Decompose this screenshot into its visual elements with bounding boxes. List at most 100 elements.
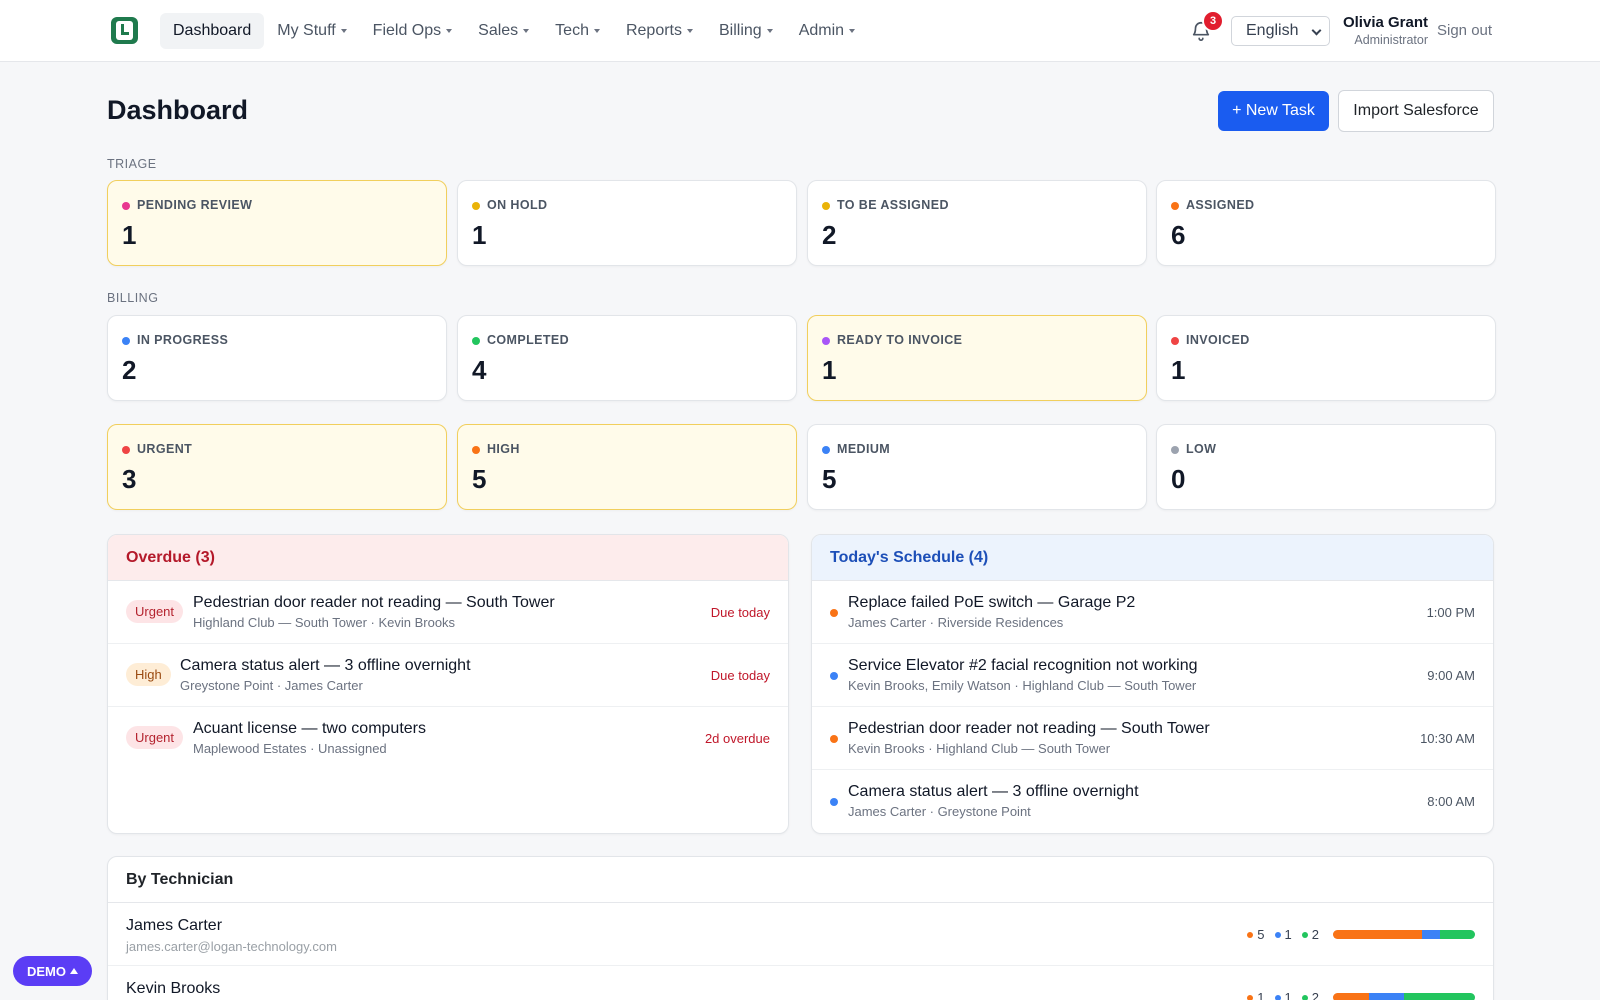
technician-title: By Technician [108, 857, 1493, 903]
stat-completed: 2 [1301, 990, 1319, 1000]
status-dot [822, 202, 830, 210]
stat-card-medium[interactable]: MEDIUM 5 [807, 424, 1147, 510]
stat-in_progress: 1 [1274, 990, 1292, 1000]
import-salesforce-button[interactable]: Import Salesforce [1338, 90, 1494, 132]
stat-label: INVOICED [1186, 333, 1250, 347]
workload-segment-completed [1439, 930, 1475, 939]
nav-sales[interactable]: Sales [465, 13, 542, 49]
task-subtitle: James Carter · Riverside Residences [848, 615, 1064, 630]
workload-segment-in_progress [1368, 993, 1404, 1000]
caret-down-icon [446, 29, 453, 33]
stat-label: MEDIUM [837, 442, 891, 456]
nav-label: Field Ops [372, 22, 442, 39]
language-select[interactable]: English [1231, 16, 1330, 46]
stat-count: 1 [1284, 990, 1292, 1000]
language-value: English [1246, 22, 1299, 39]
status-dot [1301, 994, 1308, 1000]
task-title: Camera status alert — 3 offline overnigh… [180, 657, 471, 674]
schedule-row[interactable]: Service Elevator #2 facial recognition n… [812, 644, 1493, 707]
status-dot [1301, 931, 1308, 938]
stat-card-ready-to-invoice[interactable]: READY TO INVOICE 1 [807, 315, 1147, 401]
logo[interactable] [111, 17, 138, 44]
stat-card-assigned[interactable]: ASSIGNED 6 [1156, 180, 1496, 266]
chevron-up-icon [70, 968, 78, 974]
nav-menu: Dashboard My Stuff Field Ops Sales Tech Repor… [160, 13, 868, 49]
technician-email: james.carter@logan-technology.com [126, 939, 337, 954]
status-dot [1171, 202, 1179, 210]
stat-value: 5 [822, 464, 837, 494]
workload-segment-completed [1404, 993, 1475, 1000]
new-task-button[interactable]: + New Task [1218, 91, 1329, 131]
nav-tech[interactable]: Tech [542, 13, 613, 49]
nav-admin[interactable]: Admin [786, 13, 868, 49]
scheduled-time: 1:00 PM [1426, 605, 1475, 620]
status-dot [122, 202, 130, 210]
overdue-row[interactable]: High Camera status alert — 3 offline over… [108, 644, 788, 707]
sign-out-link[interactable]: Sign out [1437, 22, 1493, 39]
logo-icon [116, 21, 133, 40]
workload-bar [1333, 993, 1475, 1000]
nav-reports[interactable]: Reports [613, 13, 706, 49]
technician-stats: 5 1 2 [1247, 927, 1319, 942]
nav-my-stuff[interactable]: My Stuff [264, 13, 359, 49]
stat-label: READY TO INVOICE [837, 333, 963, 347]
bell-icon[interactable] [1190, 20, 1212, 42]
stat-in_progress: 1 [1274, 927, 1292, 942]
stat-card-to-be-assigned[interactable]: TO BE ASSIGNED 2 [807, 180, 1147, 266]
stat-count: 1 [1284, 927, 1292, 942]
task-subtitle: Greystone Point · James Carter [180, 678, 363, 693]
stat-value: 5 [472, 464, 487, 494]
schedule-panel: Today's Schedule (4) Replace failed PoE … [811, 534, 1494, 834]
stat-card-invoiced[interactable]: INVOICED 1 [1156, 315, 1496, 401]
technician-row[interactable]: James Carter james.carter@logan-technolog… [108, 903, 1493, 966]
stat-card-low[interactable]: LOW 0 [1156, 424, 1496, 510]
stat-value: 2 [122, 355, 137, 385]
nav-label: Tech [555, 22, 589, 39]
overdue-row[interactable]: Urgent Pedestrian door reader not reading… [108, 581, 788, 644]
schedule-row[interactable]: Pedestrian door reader not reading — Sou… [812, 707, 1493, 770]
stat-card-pending-review[interactable]: PENDING REVIEW 1 [107, 180, 447, 266]
status-dot [1247, 994, 1254, 1000]
stat-value: 3 [122, 464, 137, 494]
schedule-row[interactable]: Camera status alert — 3 offline overnigh… [812, 770, 1493, 833]
nav-dashboard[interactable]: Dashboard [160, 13, 265, 49]
stat-card-high[interactable]: HIGH 5 [457, 424, 797, 510]
stat-card-urgent[interactable]: URGENT 3 [107, 424, 447, 510]
stat-completed: 2 [1301, 927, 1319, 942]
nav-label: Admin [798, 22, 845, 39]
stat-card-on-hold[interactable]: ON HOLD 1 [457, 180, 797, 266]
nav-label: Dashboard [173, 22, 252, 39]
top-nav: Dashboard My Stuff Field Ops Sales Tech Repor… [0, 0, 1600, 62]
status-dot [1274, 931, 1281, 938]
task-subtitle: Highland Club — South Tower · Kevin Broo… [193, 615, 456, 630]
scheduled-time: 10:30 AM [1420, 731, 1475, 746]
status-dot [830, 735, 838, 743]
technician-stats: 1 1 2 [1247, 990, 1319, 1000]
status-dot [830, 798, 838, 806]
status-dot [1274, 994, 1281, 1000]
billing-section-label: BILLING [107, 291, 159, 305]
status-dot [830, 672, 838, 680]
stat-label: HIGH [487, 442, 520, 456]
schedule-title: Today's Schedule (4) [812, 535, 1493, 581]
task-title: Replace failed PoE switch — Garage P2 [848, 594, 1136, 611]
caret-down-icon [687, 29, 693, 33]
task-subtitle: Kevin Brooks · Highland Club — South Tow… [848, 741, 1111, 756]
caret-down-icon [523, 29, 530, 33]
nav-billing[interactable]: Billing [706, 13, 786, 49]
priority-badge: Urgent [126, 726, 184, 749]
nav-label: My Stuff [277, 22, 336, 39]
status-dot [472, 202, 480, 210]
due-status: Due today [710, 668, 770, 683]
nav-field-ops[interactable]: Field Ops [360, 13, 465, 49]
status-dot [822, 337, 830, 345]
priority-badge: High [126, 663, 171, 686]
stat-card-in-progress[interactable]: IN PROGRESS 2 [107, 315, 447, 401]
stat-card-completed[interactable]: COMPLETED 4 [457, 315, 797, 401]
scheduled-time: 8:00 AM [1427, 794, 1475, 809]
demo-toggle-button[interactable]: DEMO [13, 956, 92, 986]
overdue-row[interactable]: Urgent Acuant license — two computers Mapl… [108, 707, 788, 770]
technician-row[interactable]: Kevin Brooks 1 1 2 [108, 966, 1493, 1000]
technician-name: Kevin Brooks [126, 980, 221, 997]
schedule-row[interactable]: Replace failed PoE switch — Garage P2 Jam… [812, 581, 1493, 644]
